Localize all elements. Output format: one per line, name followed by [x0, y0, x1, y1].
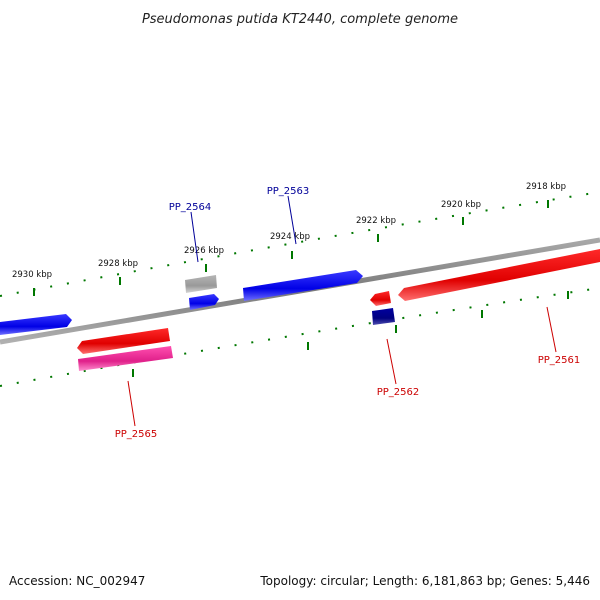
gene-label-pp-2563[interactable]: PP_2563 [267, 186, 310, 197]
major-ticks [33, 200, 569, 377]
tick-label: 2930 kbp [12, 270, 52, 280]
gene-feature-other[interactable] [185, 275, 217, 293]
tick-label: 2924 kbp [270, 232, 310, 242]
label-leader-line [190, 211, 199, 263]
label-leader-line [287, 195, 297, 245]
gene-feature-pp-2563[interactable] [243, 270, 363, 301]
gene-feature-pp-2561[interactable] [398, 249, 600, 301]
map-title: Pseudomonas putida KT2440, complete geno… [142, 12, 458, 27]
gene-label-pp-2561[interactable]: PP_2561 [538, 355, 581, 366]
tick-label: 2922 kbp [356, 216, 396, 226]
accession-text: Accession: NC_002947 [9, 574, 146, 588]
rna-feature[interactable] [78, 346, 173, 371]
label-leader-line [546, 306, 557, 353]
genome-summary-text: Topology: circular; Length: 6,181,863 bp… [260, 574, 590, 588]
label-leader-line [386, 338, 397, 385]
gene-label-pp-2565[interactable]: PP_2565 [115, 429, 158, 440]
gene-label-pp-2564[interactable]: PP_2564 [169, 202, 212, 213]
tick-label: 2918 kbp [526, 182, 566, 192]
tick-label: 2928 kbp [98, 259, 138, 269]
label-leader-line [127, 380, 136, 427]
gene-feature-pp-2565[interactable] [77, 328, 170, 354]
tick-label: 2926 kbp [184, 246, 224, 256]
inner-tick-ring [0, 287, 600, 387]
gene-feature-forward[interactable] [0, 314, 72, 335]
tick-label: 2920 kbp [441, 200, 481, 210]
gene-label-pp-2562[interactable]: PP_2562 [377, 387, 420, 398]
dark-feature[interactable] [372, 308, 395, 325]
gene-feature-pp-2562[interactable] [370, 291, 391, 306]
outer-tick-ring [0, 191, 600, 297]
gene-feature-pp-2564[interactable] [189, 294, 219, 310]
